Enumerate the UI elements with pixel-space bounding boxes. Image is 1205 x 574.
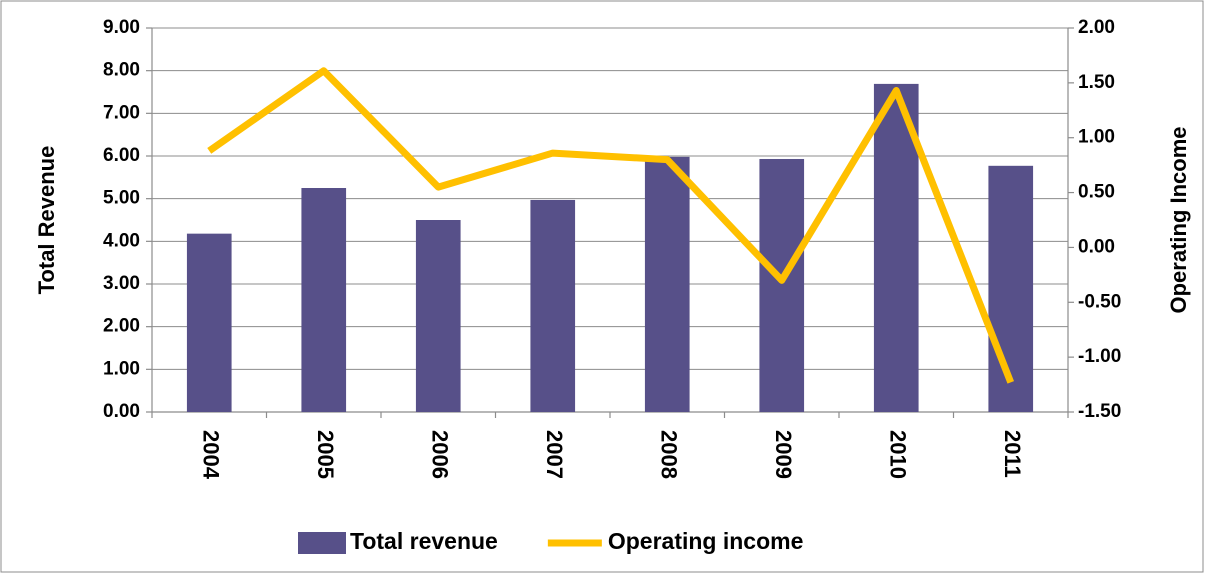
- y2-tick-label: -1.50: [1078, 401, 1121, 422]
- bar: [301, 188, 347, 412]
- y-tick-label: 6.00: [103, 145, 140, 166]
- bar: [186, 233, 232, 412]
- y-tick-label: 1.00: [103, 358, 140, 379]
- y2-tick-label: -0.50: [1078, 291, 1121, 312]
- y-axis-title: Total Revenue: [34, 146, 59, 295]
- y-tick-label: 9.00: [103, 17, 140, 38]
- y2-tick-label: -1.00: [1078, 346, 1121, 367]
- x-tick-label: 2005: [313, 430, 338, 479]
- bar: [873, 83, 919, 412]
- bar: [988, 165, 1034, 412]
- y-tick-label: 4.00: [103, 230, 140, 251]
- line: [207, 67, 1015, 384]
- y2-axis-title: Operating Income: [1166, 126, 1191, 313]
- legend-label: Total revenue: [350, 528, 498, 554]
- y-tick-label: 3.00: [103, 273, 140, 294]
- y-tick-label: 2.00: [103, 316, 140, 337]
- bar: [759, 158, 805, 412]
- x-tick-label: 2011: [1000, 430, 1025, 478]
- bar: [530, 199, 576, 412]
- bar: [415, 220, 461, 412]
- y-tick-label: 5.00: [103, 188, 140, 209]
- y2-tick-label: 2.00: [1078, 17, 1115, 38]
- x-tick-label: 2007: [542, 430, 567, 479]
- y-tick-label: 7.00: [103, 102, 140, 123]
- bar: [644, 156, 690, 412]
- x-tick-label: 2008: [656, 430, 681, 479]
- y2-tick-label: 1.50: [1078, 72, 1115, 93]
- y2-tick-label: 1.00: [1078, 127, 1115, 148]
- y2-tick-label: 0.00: [1078, 236, 1115, 257]
- legend-label: Operating income: [608, 528, 804, 554]
- x-tick-label: 2006: [427, 430, 452, 479]
- x-tick-label: 2004: [198, 430, 223, 480]
- x-tick-label: 2009: [771, 430, 796, 479]
- legend-swatch: [298, 532, 346, 554]
- y-tick-label: 0.00: [103, 401, 140, 422]
- y-tick-label: 8.00: [103, 60, 140, 81]
- y2-tick-label: 0.50: [1078, 182, 1115, 203]
- x-tick-label: 2010: [885, 430, 910, 479]
